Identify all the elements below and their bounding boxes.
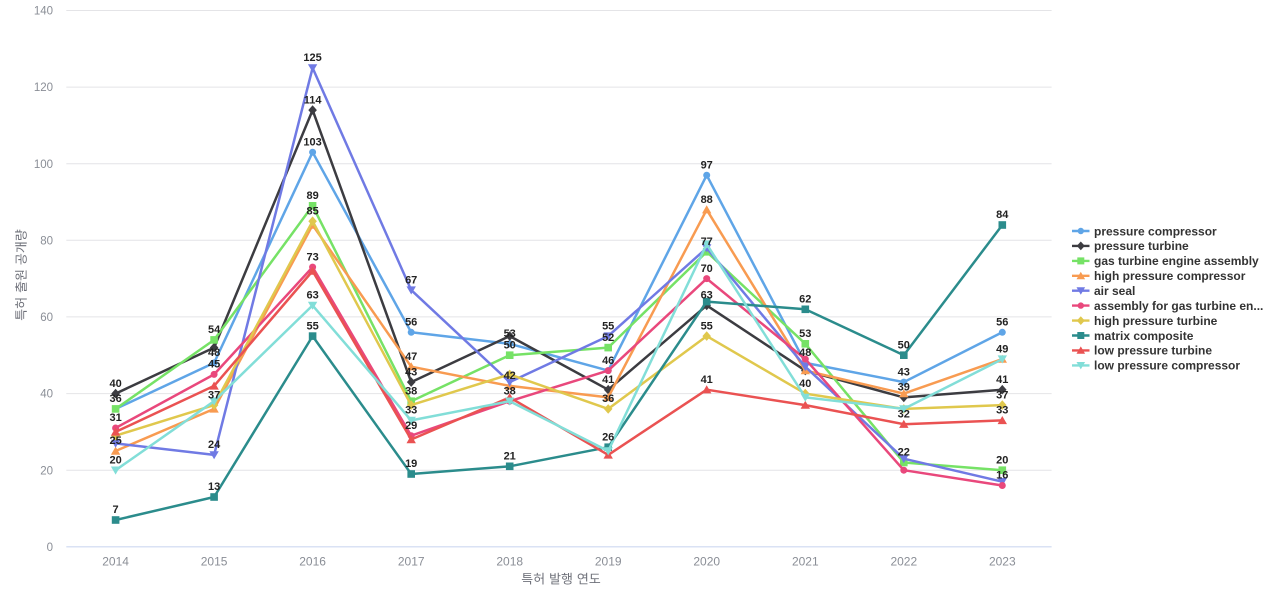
svg-text:22: 22 (898, 447, 910, 459)
svg-text:56: 56 (996, 317, 1008, 329)
svg-text:63: 63 (701, 290, 713, 302)
svg-text:7: 7 (113, 504, 119, 516)
svg-text:assembly for gas turbine en...: assembly for gas turbine en... (1094, 299, 1263, 313)
svg-text:125: 125 (303, 52, 321, 64)
svg-text:103: 103 (303, 136, 321, 148)
svg-text:pressure compressor: pressure compressor (1094, 224, 1217, 238)
svg-text:2021: 2021 (792, 555, 819, 569)
svg-text:high pressure compressor: high pressure compressor (1094, 269, 1246, 283)
svg-text:45: 45 (208, 359, 220, 371)
svg-text:42: 42 (504, 370, 516, 382)
svg-text:33: 33 (405, 405, 417, 417)
svg-text:31: 31 (109, 412, 121, 424)
svg-text:88: 88 (701, 194, 713, 206)
svg-text:85: 85 (306, 205, 318, 217)
svg-text:40: 40 (40, 389, 53, 401)
svg-text:77: 77 (701, 236, 713, 248)
svg-text:48: 48 (799, 347, 811, 359)
svg-text:2019: 2019 (595, 555, 622, 569)
svg-text:32: 32 (898, 408, 910, 420)
svg-text:120: 120 (34, 82, 53, 94)
svg-text:37: 37 (208, 389, 220, 401)
svg-text:47: 47 (405, 351, 417, 363)
svg-text:16: 16 (996, 470, 1008, 482)
svg-text:2023: 2023 (989, 555, 1016, 569)
svg-text:19: 19 (405, 458, 417, 470)
svg-text:37: 37 (996, 389, 1008, 401)
svg-text:20: 20 (996, 454, 1008, 466)
svg-text:2022: 2022 (890, 555, 917, 569)
svg-text:2016: 2016 (299, 555, 326, 569)
svg-text:40: 40 (109, 378, 121, 390)
svg-text:50: 50 (504, 339, 516, 351)
svg-text:matrix composite: matrix composite (1094, 329, 1194, 343)
svg-text:21: 21 (504, 451, 516, 463)
svg-text:55: 55 (602, 320, 614, 332)
svg-text:36: 36 (109, 393, 121, 405)
svg-text:29: 29 (405, 420, 417, 432)
svg-text:2020: 2020 (693, 555, 720, 569)
svg-text:114: 114 (304, 94, 323, 106)
svg-text:39: 39 (898, 382, 910, 394)
svg-text:70: 70 (701, 263, 713, 275)
svg-text:63: 63 (306, 290, 318, 302)
svg-text:33: 33 (996, 405, 1008, 417)
svg-text:38: 38 (504, 385, 516, 397)
svg-text:52: 52 (602, 332, 614, 344)
svg-text:56: 56 (405, 317, 417, 329)
svg-text:60: 60 (40, 312, 53, 324)
svg-text:36: 36 (602, 393, 614, 405)
svg-text:2018: 2018 (496, 555, 523, 569)
svg-text:2014: 2014 (102, 555, 129, 569)
svg-text:2015: 2015 (201, 555, 228, 569)
svg-text:100: 100 (34, 159, 53, 171)
svg-text:53: 53 (504, 328, 516, 340)
svg-text:40: 40 (799, 378, 811, 390)
svg-text:25: 25 (109, 435, 121, 447)
svg-text:pressure turbine: pressure turbine (1094, 239, 1189, 253)
svg-text:20: 20 (40, 465, 53, 477)
svg-text:20: 20 (109, 454, 121, 466)
svg-text:49: 49 (996, 343, 1008, 355)
svg-text:55: 55 (306, 320, 318, 332)
svg-text:67: 67 (405, 274, 417, 286)
svg-text:80: 80 (40, 235, 53, 247)
svg-text:84: 84 (996, 209, 1009, 221)
svg-text:26: 26 (602, 431, 614, 443)
svg-text:43: 43 (898, 366, 910, 378)
svg-text:gas turbine engine assembly: gas turbine engine assembly (1094, 254, 1259, 268)
svg-text:low pressure compressor: low pressure compressor (1094, 359, 1240, 373)
svg-text:140: 140 (34, 6, 53, 18)
svg-text:38: 38 (405, 385, 417, 397)
svg-text:50: 50 (898, 339, 910, 351)
svg-text:41: 41 (996, 374, 1008, 386)
svg-text:46: 46 (602, 355, 614, 367)
svg-text:low pressure turbine: low pressure turbine (1094, 344, 1212, 358)
svg-text:55: 55 (701, 320, 713, 332)
svg-text:43: 43 (405, 366, 417, 378)
svg-text:97: 97 (701, 159, 713, 171)
svg-text:13: 13 (208, 481, 220, 493)
svg-text:high pressure turbine: high pressure turbine (1094, 314, 1218, 328)
svg-text:62: 62 (799, 294, 811, 306)
svg-text:54: 54 (208, 324, 221, 336)
svg-text:24: 24 (208, 439, 221, 451)
svg-text:41: 41 (602, 374, 614, 386)
svg-text:73: 73 (306, 251, 318, 263)
svg-text:2017: 2017 (398, 555, 425, 569)
svg-text:0: 0 (47, 542, 53, 554)
svg-text:41: 41 (701, 374, 713, 386)
svg-text:53: 53 (799, 328, 811, 340)
svg-text:89: 89 (306, 190, 318, 202)
svg-text:air seal: air seal (1094, 284, 1135, 298)
svg-text:48: 48 (208, 347, 220, 359)
